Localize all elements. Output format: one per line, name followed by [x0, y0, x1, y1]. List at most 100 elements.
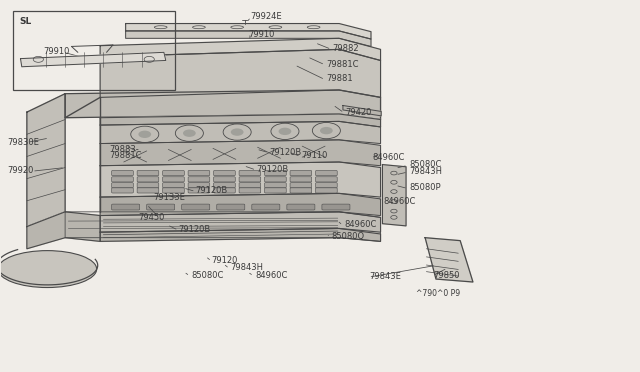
Polygon shape — [20, 52, 166, 67]
Text: 84960C: 84960C — [384, 197, 416, 206]
FancyBboxPatch shape — [290, 170, 312, 176]
Polygon shape — [100, 38, 381, 61]
Text: 84960C: 84960C — [255, 271, 287, 280]
FancyBboxPatch shape — [264, 170, 286, 176]
Text: 79881C: 79881C — [326, 60, 359, 69]
Ellipse shape — [0, 251, 97, 288]
Polygon shape — [100, 162, 381, 197]
Circle shape — [183, 129, 196, 137]
Polygon shape — [343, 106, 381, 116]
Text: 79120B: 79120B — [269, 148, 301, 157]
Polygon shape — [100, 140, 381, 166]
Text: 79120: 79120 — [212, 256, 238, 265]
Text: 79843E: 79843E — [370, 272, 401, 281]
Polygon shape — [425, 238, 473, 282]
Text: SL: SL — [19, 17, 31, 26]
Polygon shape — [100, 212, 381, 232]
Text: 79910: 79910 — [43, 47, 69, 56]
FancyBboxPatch shape — [147, 204, 175, 210]
Text: 79924E: 79924E — [250, 12, 282, 21]
Bar — [13, 11, 175, 90]
Text: 79920: 79920 — [8, 166, 34, 175]
FancyBboxPatch shape — [239, 188, 260, 193]
Polygon shape — [100, 228, 381, 241]
FancyBboxPatch shape — [316, 188, 337, 193]
Text: 79830E: 79830E — [8, 138, 40, 147]
Text: 79120B: 79120B — [196, 186, 228, 195]
Polygon shape — [125, 31, 371, 46]
Text: 79881C: 79881C — [109, 151, 142, 160]
FancyBboxPatch shape — [111, 188, 133, 193]
FancyBboxPatch shape — [264, 177, 286, 182]
FancyBboxPatch shape — [188, 177, 210, 182]
Text: 79420: 79420 — [346, 108, 372, 117]
FancyBboxPatch shape — [316, 177, 337, 182]
FancyBboxPatch shape — [214, 170, 236, 176]
Polygon shape — [65, 90, 381, 119]
Text: 85080C: 85080C — [191, 271, 223, 280]
Text: 85080C: 85080C — [409, 160, 442, 169]
Text: 79843H: 79843H — [409, 167, 442, 176]
FancyBboxPatch shape — [316, 183, 337, 188]
FancyBboxPatch shape — [322, 204, 350, 210]
Text: 85080Q: 85080Q — [332, 232, 365, 241]
Text: 85080P: 85080P — [409, 183, 441, 192]
FancyBboxPatch shape — [163, 183, 184, 188]
FancyBboxPatch shape — [137, 170, 159, 176]
FancyBboxPatch shape — [163, 170, 184, 176]
FancyBboxPatch shape — [252, 204, 280, 210]
FancyBboxPatch shape — [239, 183, 260, 188]
Polygon shape — [100, 193, 381, 215]
Circle shape — [231, 128, 244, 136]
Text: ^790^0 P9: ^790^0 P9 — [415, 289, 460, 298]
Text: 79910: 79910 — [248, 30, 275, 39]
FancyBboxPatch shape — [182, 204, 210, 210]
Text: 79133E: 79133E — [153, 193, 185, 202]
Polygon shape — [27, 212, 100, 249]
Text: 79450: 79450 — [138, 213, 164, 222]
FancyBboxPatch shape — [111, 177, 133, 182]
Circle shape — [320, 127, 333, 134]
FancyBboxPatch shape — [188, 188, 210, 193]
Text: 79882: 79882 — [333, 44, 360, 53]
FancyBboxPatch shape — [111, 170, 133, 176]
FancyBboxPatch shape — [214, 177, 236, 182]
Text: 79883-: 79883- — [109, 145, 140, 154]
Text: 79110: 79110 — [301, 151, 327, 160]
Polygon shape — [100, 114, 381, 127]
FancyBboxPatch shape — [111, 183, 133, 188]
FancyBboxPatch shape — [290, 177, 312, 182]
Circle shape — [138, 131, 151, 138]
Text: 79850: 79850 — [433, 271, 460, 280]
Text: 79120B: 79120B — [256, 165, 289, 174]
FancyBboxPatch shape — [137, 177, 159, 182]
FancyBboxPatch shape — [163, 177, 184, 182]
FancyBboxPatch shape — [163, 188, 184, 193]
FancyBboxPatch shape — [316, 170, 337, 176]
FancyBboxPatch shape — [188, 183, 210, 188]
Text: 79881: 79881 — [326, 74, 353, 83]
FancyBboxPatch shape — [264, 188, 286, 193]
Polygon shape — [27, 94, 65, 227]
FancyBboxPatch shape — [111, 204, 140, 210]
FancyBboxPatch shape — [264, 183, 286, 188]
Polygon shape — [125, 23, 371, 39]
FancyBboxPatch shape — [137, 188, 159, 193]
Polygon shape — [100, 49, 381, 97]
FancyBboxPatch shape — [239, 177, 260, 182]
Text: 84960C: 84960C — [372, 153, 404, 162]
FancyBboxPatch shape — [290, 183, 312, 188]
FancyBboxPatch shape — [214, 188, 236, 193]
FancyBboxPatch shape — [214, 183, 236, 188]
Polygon shape — [100, 121, 381, 144]
FancyBboxPatch shape — [290, 188, 312, 193]
Text: 79843H: 79843H — [231, 263, 264, 272]
FancyBboxPatch shape — [137, 183, 159, 188]
Circle shape — [278, 128, 291, 135]
FancyBboxPatch shape — [239, 170, 260, 176]
Polygon shape — [383, 164, 406, 226]
FancyBboxPatch shape — [188, 170, 210, 176]
Text: 84960C: 84960C — [344, 220, 376, 229]
Text: 79120B: 79120B — [179, 225, 211, 234]
FancyBboxPatch shape — [217, 204, 245, 210]
